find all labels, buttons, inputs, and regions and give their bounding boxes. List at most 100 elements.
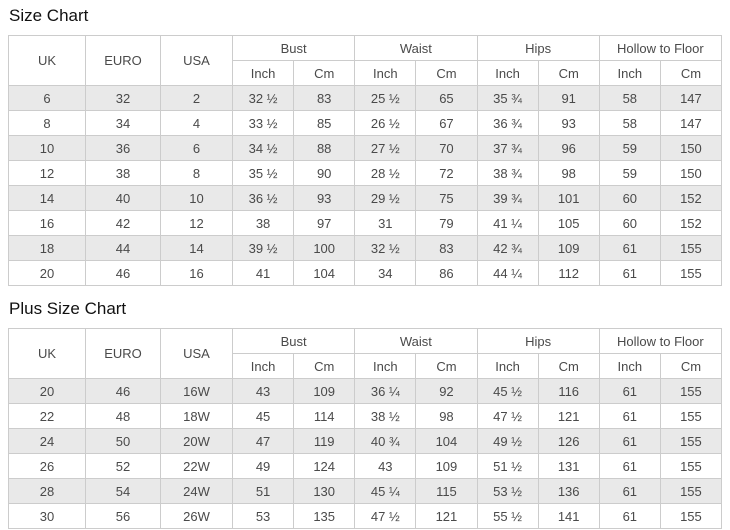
column-subheader: Inch (476, 353, 539, 379)
table-row: 20 46 16 41 104 34 86 44 ¼ 112 61 155 (8, 260, 723, 286)
cell: 59 (598, 135, 661, 161)
cell: 155 (659, 378, 723, 404)
cell: 49 (231, 453, 295, 479)
cell: 90 (293, 160, 356, 186)
cell: 31 (354, 210, 417, 236)
cell: 61 (598, 478, 661, 504)
cell: 121 (415, 503, 478, 529)
cell: 75 (415, 185, 478, 211)
column-subheader: Inch (598, 60, 661, 86)
cell: 98 (415, 403, 478, 429)
column-subheader: Inch (354, 353, 417, 379)
cell: 45 ¼ (354, 478, 417, 504)
cell: 24 (8, 428, 86, 454)
column-group-header: Hips (476, 328, 600, 354)
subheader-row: Inch Cm Inch Cm Inch Cm Inch Cm (9, 60, 723, 86)
cell: 44 (85, 235, 161, 261)
cell: 152 (659, 185, 723, 211)
cell: 36 ¼ (354, 378, 417, 404)
cell: 35 ½ (231, 160, 295, 186)
cell: 114 (293, 403, 356, 429)
column-group-header: Bust (231, 35, 356, 61)
cell: 150 (659, 160, 723, 186)
column-subheader: Cm (659, 353, 723, 379)
cell: 24W (160, 478, 233, 504)
cell: 20W (160, 428, 233, 454)
cell: 32 ½ (354, 235, 417, 261)
cell: 93 (537, 110, 600, 136)
cell: 44 ¼ (476, 260, 539, 286)
cell: 85 (293, 110, 356, 136)
cell: 155 (659, 235, 723, 261)
cell: 34 (85, 110, 161, 136)
cell: 155 (659, 403, 723, 429)
column-group-header: Hips (476, 35, 600, 61)
cell: 28 ½ (354, 160, 417, 186)
column-subheader: Cm (659, 60, 723, 86)
cell: 53 (231, 503, 295, 529)
cell: 41 ¼ (476, 210, 539, 236)
cell: 26W (160, 503, 233, 529)
column-header: EURO (85, 328, 161, 379)
cell: 51 (231, 478, 295, 504)
cell: 98 (537, 160, 600, 186)
cell: 60 (598, 185, 661, 211)
cell: 29 ½ (354, 185, 417, 211)
cell: 10 (8, 135, 86, 161)
cell: 32 ½ (231, 85, 295, 111)
cell: 39 ½ (231, 235, 295, 261)
cell: 61 (598, 428, 661, 454)
cell: 25 ½ (354, 85, 417, 111)
cell: 105 (537, 210, 600, 236)
cell: 56 (85, 503, 161, 529)
table-row: 22 48 18W 45 114 38 ½ 98 47 ½ 121 61 155 (8, 403, 723, 429)
cell: 131 (537, 453, 600, 479)
cell: 37 ¾ (476, 135, 539, 161)
cell: 150 (659, 135, 723, 161)
cell: 32 (85, 85, 161, 111)
cell: 65 (415, 85, 478, 111)
plus-size-chart-title: Plus Size Chart (9, 299, 127, 318)
cell: 124 (293, 453, 356, 479)
column-subheader: Cm (293, 60, 356, 86)
cell: 60 (598, 210, 661, 236)
cell: 12 (8, 160, 86, 186)
cell: 79 (415, 210, 478, 236)
cell: 112 (537, 260, 600, 286)
size-chart-table: UK EURO USA Bust Waist Hips Hollow to Floor Inc… (8, 35, 723, 286)
cell: 20 (8, 378, 86, 404)
column-group-header: Waist (354, 328, 478, 354)
cell: 155 (659, 503, 723, 529)
cell: 34 (354, 260, 417, 286)
cell: 43 (231, 378, 295, 404)
cell: 83 (293, 85, 356, 111)
column-subheader: Inch (231, 60, 295, 86)
cell: 22W (160, 453, 233, 479)
cell: 38 ¾ (476, 160, 539, 186)
cell: 58 (598, 85, 661, 111)
cell: 48 (85, 403, 161, 429)
cell: 35 ¾ (476, 85, 539, 111)
cell: 12 (160, 210, 233, 236)
column-header: USA (160, 35, 233, 86)
subheader-row: Inch Cm Inch Cm Inch Cm Inch Cm (9, 353, 723, 379)
cell: 4 (160, 110, 233, 136)
cell: 26 (8, 453, 86, 479)
cell: 47 (231, 428, 295, 454)
cell: 61 (598, 235, 661, 261)
cell: 109 (537, 235, 600, 261)
cell: 61 (598, 403, 661, 429)
cell: 6 (8, 85, 86, 111)
cell: 61 (598, 453, 661, 479)
table-row: 30 56 26W 53 135 47 ½ 121 55 ½ 141 61 155 (8, 503, 723, 529)
column-group-header: Hollow to Floor (598, 328, 723, 354)
cell: 61 (598, 503, 661, 529)
cell: 6 (160, 135, 233, 161)
cell: 49 ½ (476, 428, 539, 454)
table-row: 10 36 6 34 ½ 88 27 ½ 70 37 ¾ 96 59 150 (8, 135, 723, 161)
cell: 22 (8, 403, 86, 429)
cell: 42 ¾ (476, 235, 539, 261)
table-row: 6 32 2 32 ½ 83 25 ½ 65 35 ¾ 91 58 147 (8, 85, 723, 111)
cell: 51 ½ (476, 453, 539, 479)
